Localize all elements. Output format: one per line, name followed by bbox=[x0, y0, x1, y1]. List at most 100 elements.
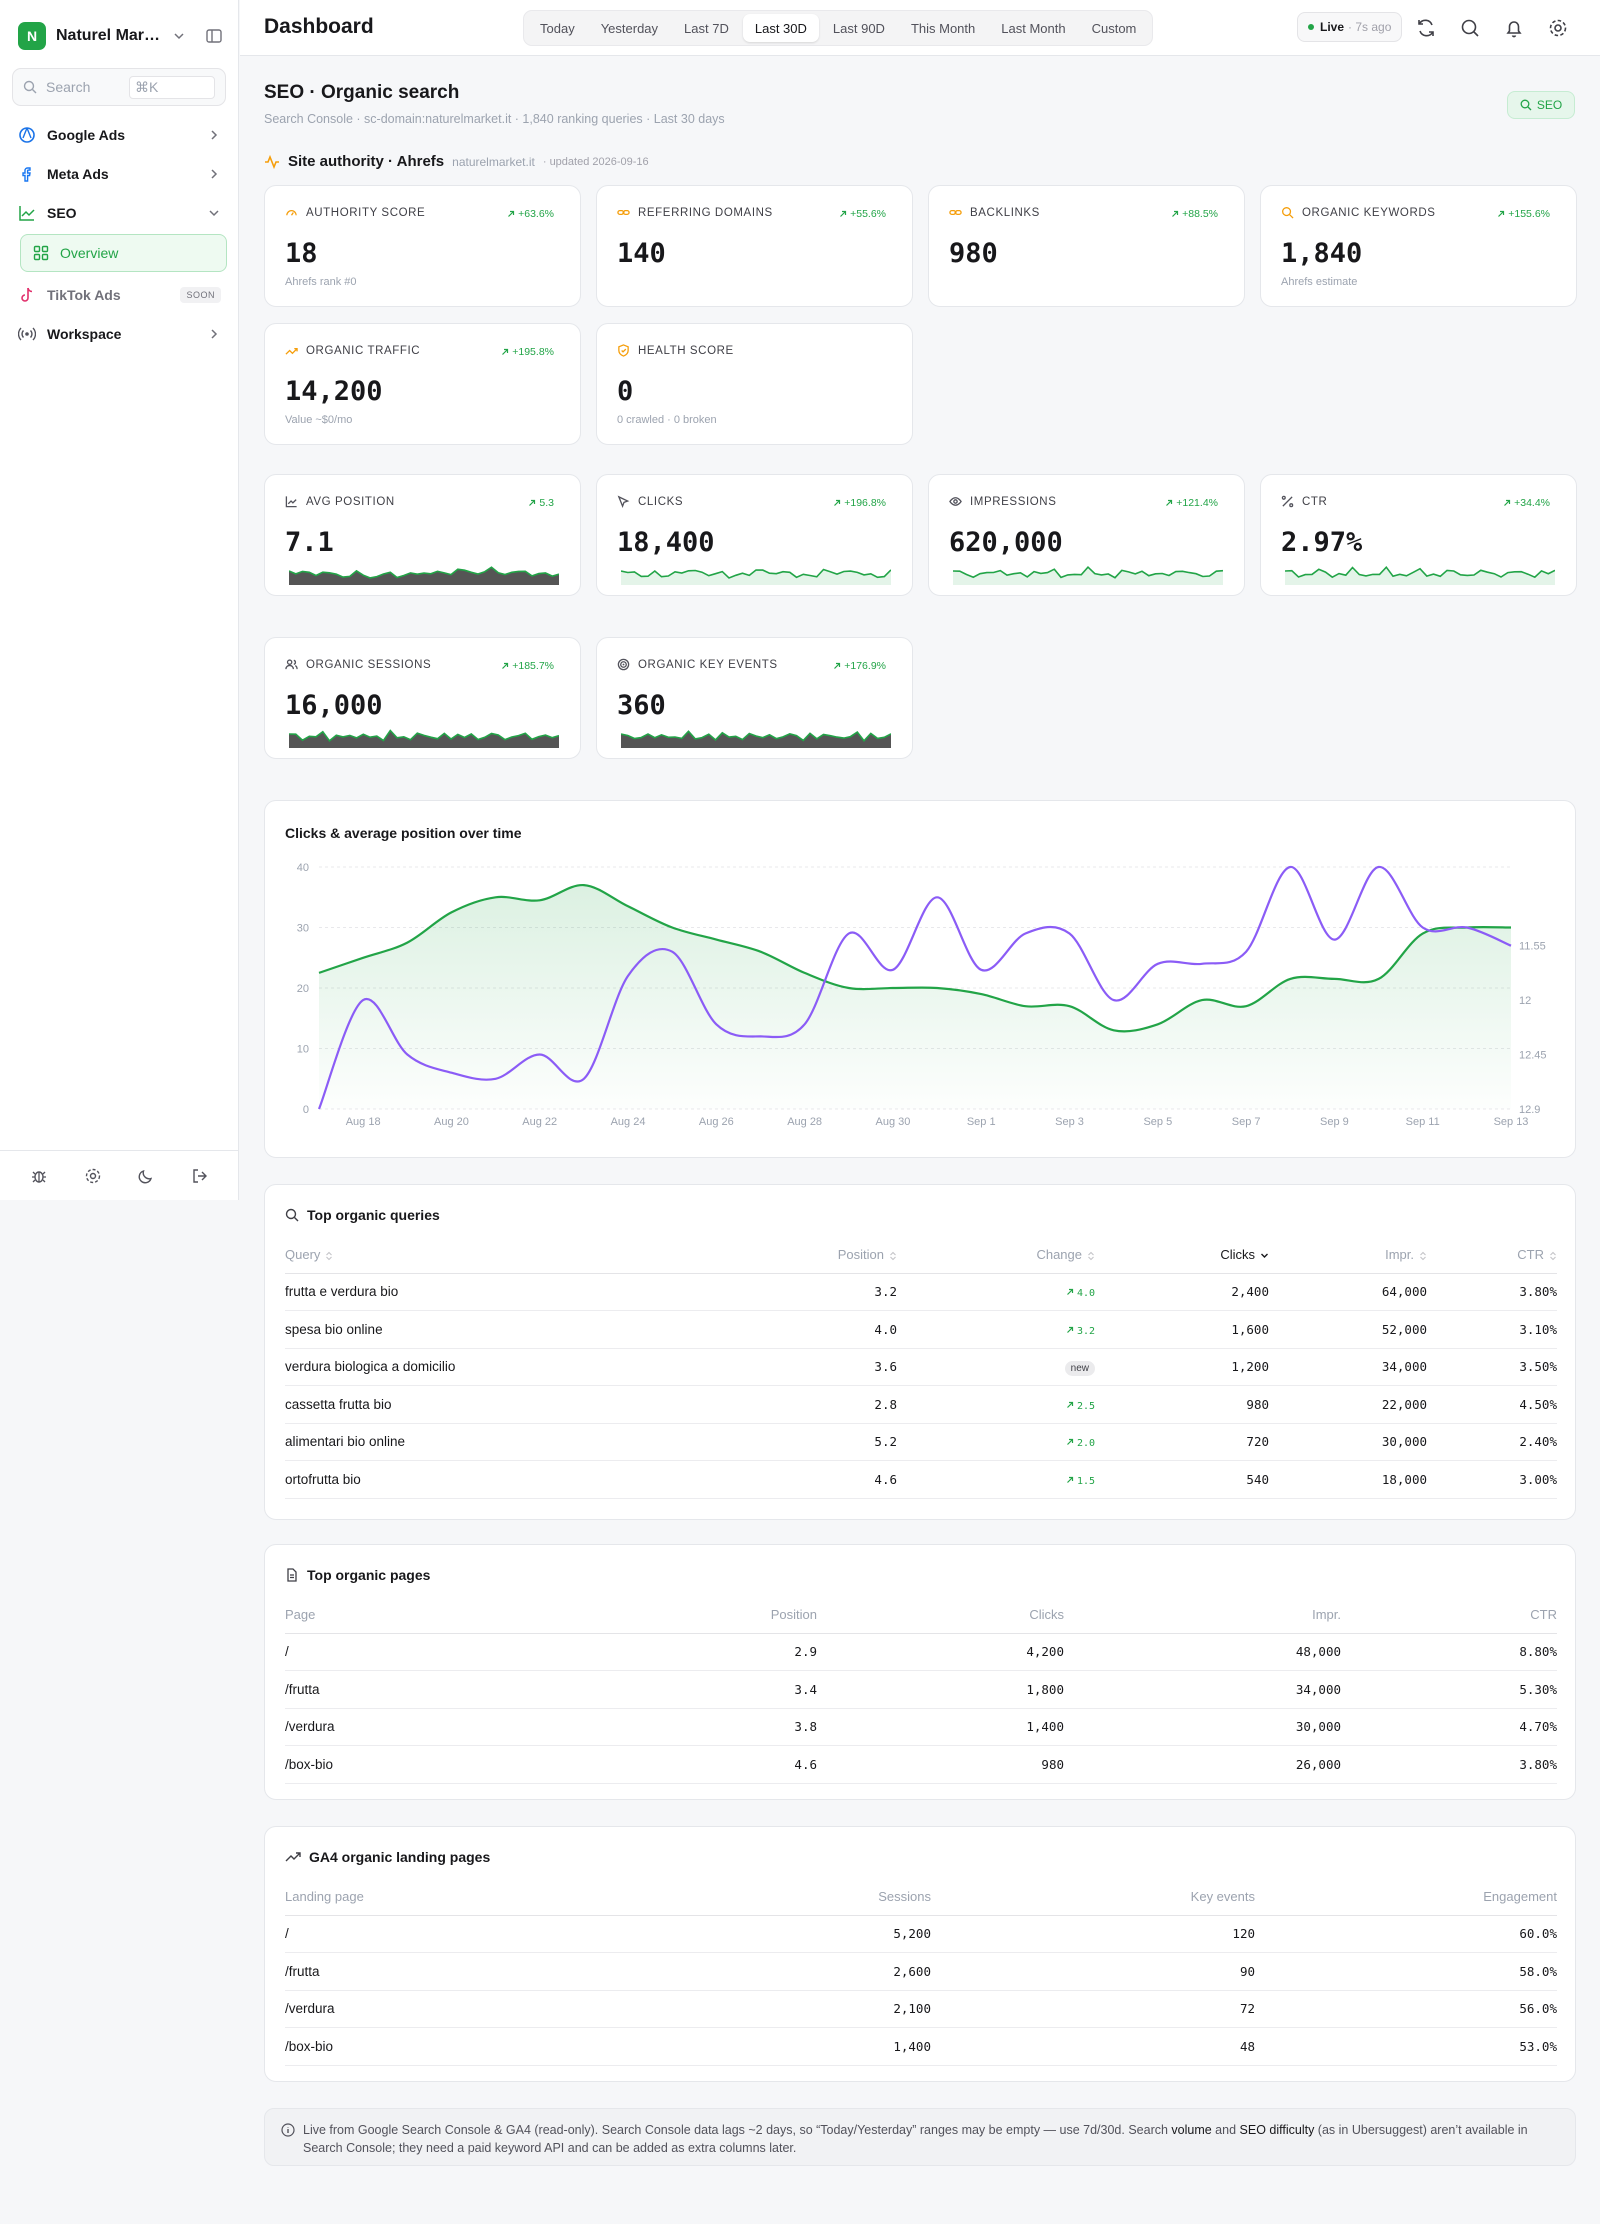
table-row[interactable]: cassetta frutta bio 2.8 2.5 980 22,000 4.50% bbox=[285, 1385, 1557, 1424]
column-header: Key events bbox=[931, 1879, 1255, 1916]
eye-icon bbox=[949, 497, 962, 506]
kpi-value: 18 bbox=[285, 238, 318, 269]
top-queries-card: Top organic queries Query Position Change C… bbox=[264, 1184, 1576, 1520]
sparkline bbox=[621, 730, 891, 748]
page-cell: /verdura bbox=[285, 1708, 585, 1746]
arrow-up-right-icon bbox=[1067, 1401, 1074, 1408]
sidebar-search[interactable]: Search ⌘K bbox=[12, 68, 226, 106]
note-text: (as in Ubersuggest) aren’t available in … bbox=[303, 2123, 1528, 2155]
kpi-label: IMPRESSIONS bbox=[970, 495, 1057, 508]
kpi-subtext: Value ~$0/mo bbox=[285, 414, 353, 426]
table-row[interactable]: /verdura 2,100 72 56.0% bbox=[285, 1990, 1557, 2028]
bell-icon[interactable] bbox=[1503, 17, 1525, 39]
range-last-90d[interactable]: Last 90D bbox=[832, 20, 885, 36]
x-tick-label: Sep 5 bbox=[1143, 1116, 1172, 1128]
logout-icon[interactable] bbox=[191, 1167, 209, 1185]
note-text: Live from Google Search Console & GA4 (r… bbox=[303, 2123, 1172, 2137]
kpi-delta: +176.9% bbox=[833, 660, 886, 672]
arrow-up-right-icon bbox=[508, 210, 515, 217]
range-this-month[interactable]: This Month bbox=[910, 20, 976, 36]
sidebar-item-tiktok-ads[interactable]: TikTok Ads SOON bbox=[12, 276, 227, 314]
chevron-right-icon bbox=[211, 329, 218, 339]
refresh-icon[interactable] bbox=[1415, 17, 1437, 39]
search-icon bbox=[285, 1208, 299, 1222]
chevron-right-icon bbox=[211, 130, 218, 140]
sparkline-area bbox=[953, 567, 1223, 585]
kpi-label-row: ORGANIC KEYWORDS bbox=[1281, 206, 1436, 219]
table-row[interactable]: verdura biologica a domicilio 3.6 new 1,200… bbox=[285, 1348, 1557, 1386]
column-header-label: Page bbox=[285, 1607, 316, 1623]
sort-icon bbox=[1420, 1251, 1426, 1261]
x-tick-label: Aug 22 bbox=[522, 1116, 557, 1128]
clicks-cell: 2,400 bbox=[1095, 1273, 1269, 1311]
sidebar-item-google-ads[interactable]: Google Ads bbox=[12, 116, 227, 154]
sort-icon bbox=[890, 1251, 896, 1261]
sidebar-item-seo[interactable]: SEO bbox=[12, 194, 227, 232]
position-line bbox=[317, 865, 1512, 1110]
table-row[interactable]: /frutta 2,600 90 58.0% bbox=[285, 1952, 1557, 1991]
date-range-selector: Today Yesterday Last 7D Last 30D Last 90D Thi… bbox=[523, 10, 1154, 46]
sidebar-item-overview[interactable]: Overview bbox=[20, 234, 227, 272]
sidebar-item-label: SEO bbox=[47, 205, 77, 221]
sparkline bbox=[289, 566, 559, 585]
column-header: Sessions bbox=[625, 1879, 931, 1916]
file-icon bbox=[287, 1568, 297, 1582]
chevron-right-icon bbox=[211, 169, 218, 179]
kpi-delta-value: 5.3 bbox=[539, 497, 554, 509]
table-row[interactable]: /verdura 3.8 1,400 30,000 4.70% bbox=[285, 1708, 1557, 1746]
column-header[interactable]: CTR bbox=[1427, 1237, 1557, 1274]
position-cell: 4.6 bbox=[685, 1460, 897, 1499]
sidebar-collapse-icon[interactable] bbox=[205, 27, 223, 45]
range-last-30d[interactable]: Last 30D bbox=[742, 14, 819, 42]
workspace-switcher[interactable]: N Naturel Market bbox=[18, 20, 223, 52]
table-row[interactable]: /box-bio 4.6 980 26,000 3.80% bbox=[285, 1745, 1557, 1784]
change-cell: 2.0 bbox=[897, 1423, 1095, 1461]
change-number: 2.0 bbox=[1076, 1438, 1095, 1450]
query-cell: verdura biologica a domicilio bbox=[285, 1348, 685, 1386]
sidebar-item-label: Workspace bbox=[47, 326, 122, 342]
kpi-delta-value: +88.5% bbox=[1182, 208, 1218, 220]
column-header[interactable]: Impr. bbox=[1269, 1237, 1427, 1274]
table-row[interactable]: ortofrutta bio 4.6 1.5 540 18,000 3.00% bbox=[285, 1460, 1557, 1499]
search-icon[interactable] bbox=[1459, 17, 1481, 39]
landing-page-cell: / bbox=[285, 1915, 625, 1953]
range-last-7d[interactable]: Last 7D bbox=[684, 20, 729, 36]
table-row[interactable]: alimentari bio online 5.2 2.0 720 30,000 2.40… bbox=[285, 1423, 1557, 1461]
gauge-icon bbox=[286, 210, 297, 216]
sidebar-item-workspace[interactable]: Workspace bbox=[12, 315, 227, 353]
table-row[interactable]: frutta e verdura bio 3.2 4.0 2,400 64,000 3.8… bbox=[285, 1273, 1557, 1311]
table-row[interactable]: /5,200 120 60.0% bbox=[285, 1915, 1557, 1953]
gear-icon[interactable] bbox=[84, 1167, 102, 1185]
kpi-delta-value: +34.4% bbox=[1514, 497, 1550, 509]
live-dot bbox=[1308, 24, 1314, 30]
range-today[interactable]: Today bbox=[540, 20, 575, 36]
page-title: Dashboard bbox=[264, 15, 374, 38]
range-custom[interactable]: Custom bbox=[1091, 20, 1137, 36]
section-title: SEO · Organic search bbox=[264, 82, 460, 103]
table-row[interactable]: /frutta 3.4 1,800 34,000 5.30% bbox=[285, 1670, 1557, 1709]
column-header-label: Position bbox=[770, 1607, 817, 1623]
range-yesterday[interactable]: Yesterday bbox=[600, 20, 659, 36]
kpi-label: ORGANIC TRAFFIC bbox=[306, 344, 421, 357]
table-row[interactable]: /2.9 4,200 48,000 8.80% bbox=[285, 1633, 1557, 1671]
column-header[interactable]: Change bbox=[897, 1237, 1095, 1274]
clicks-cell: 1,400 bbox=[817, 1708, 1064, 1746]
settings-icon[interactable] bbox=[1547, 17, 1569, 39]
note-text: and bbox=[1211, 2123, 1240, 2137]
kpi-label: ORGANIC SESSIONS bbox=[306, 658, 432, 671]
arrow-up-right-icon bbox=[834, 499, 841, 506]
moon-icon[interactable] bbox=[137, 1167, 155, 1185]
table-row[interactable]: spesa bio online 4.0 3.2 1,600 52,000 3.10% bbox=[285, 1310, 1557, 1349]
bug-icon[interactable] bbox=[30, 1167, 48, 1185]
sparkline-line bbox=[621, 730, 891, 743]
range-last-month[interactable]: Last Month bbox=[1001, 20, 1066, 36]
sparkline-area bbox=[289, 730, 559, 748]
brand-logo: N bbox=[18, 22, 46, 50]
engagement-cell: 60.0% bbox=[1255, 1915, 1557, 1953]
column-header[interactable]: Clicks bbox=[1095, 1237, 1269, 1274]
engagement-cell: 53.0% bbox=[1255, 2027, 1557, 2066]
column-header[interactable]: Position bbox=[685, 1237, 897, 1274]
table-row[interactable]: /box-bio 1,400 48 53.0% bbox=[285, 2027, 1557, 2066]
column-header[interactable]: Query bbox=[285, 1237, 685, 1274]
sidebar-item-meta-ads[interactable]: Meta Ads bbox=[12, 155, 227, 193]
